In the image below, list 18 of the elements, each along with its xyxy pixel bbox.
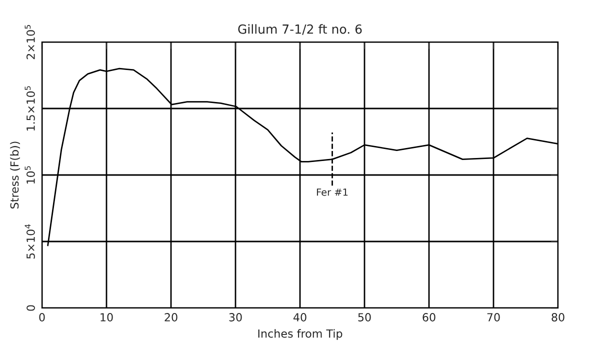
- x-tick-label: 10: [100, 313, 113, 322]
- x-tick-label: 0: [39, 313, 45, 322]
- y-tick-label: 2×10$^{5}$: [24, 25, 35, 60]
- x-tick-label: 20: [164, 313, 178, 322]
- x-tick-label: 50: [358, 313, 371, 322]
- y-tick-label: 5×10$^{4}$: [24, 224, 35, 259]
- ref-line-label: Fer #1: [316, 188, 348, 196]
- y-tick-label: 10$^{5}$: [24, 166, 35, 184]
- x-tick-label: 70: [487, 313, 500, 322]
- x-tick-label: 40: [293, 313, 306, 322]
- x-tick-label: 60: [422, 313, 436, 322]
- y-tick-label: 1.5×10$^{5}$: [24, 86, 35, 131]
- y-tick-label: 0: [26, 305, 35, 311]
- y-axis-title: Stress (F(b)): [10, 142, 20, 208]
- chart-title: Gillum 7-1/2 ft no. 6: [238, 24, 362, 35]
- x-tick-label: 80: [552, 313, 564, 322]
- x-axis-title: Inches from Tip: [258, 329, 342, 340]
- x-tick-label: 30: [229, 313, 242, 322]
